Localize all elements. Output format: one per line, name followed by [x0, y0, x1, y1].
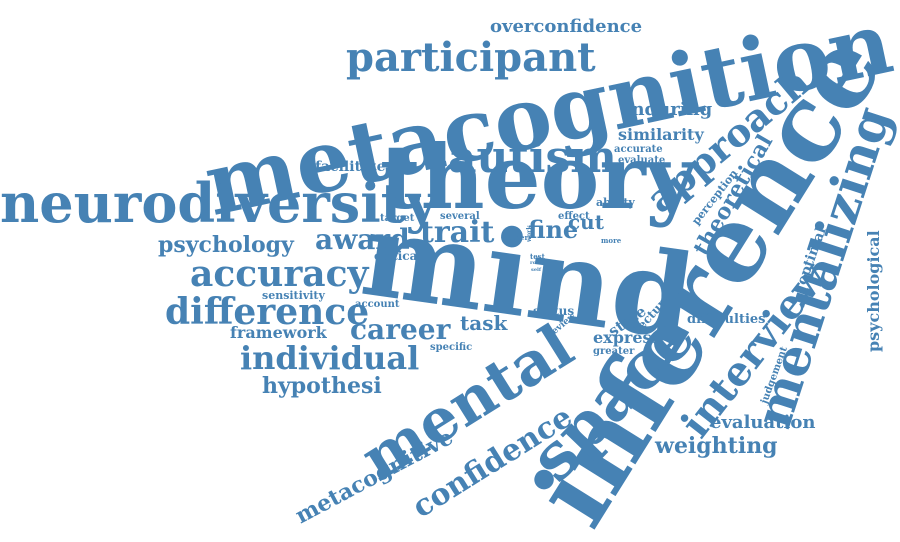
- word-role: role: [530, 260, 542, 266]
- word-account: account: [355, 299, 400, 310]
- word-task: task: [460, 311, 508, 335]
- word-difference: difference: [165, 291, 370, 333]
- word-participant: participant: [346, 34, 596, 81]
- word-effect: effect: [558, 211, 590, 222]
- word-hypothesi: hypothesi: [262, 373, 382, 399]
- word-specific: specific: [430, 342, 473, 353]
- word-accurate: accurate: [614, 144, 663, 155]
- word-cut: cut: [568, 210, 604, 234]
- word-individual: individual: [240, 339, 420, 377]
- word-framework: framework: [230, 323, 327, 342]
- word-other: other: [507, 233, 529, 242]
- word-several: several: [440, 211, 480, 222]
- word-target: target: [380, 213, 415, 224]
- word-ability: ability: [596, 196, 635, 209]
- word-test: test: [530, 252, 545, 261]
- word-facilitate: facilitate: [315, 159, 386, 175]
- word-trait: trait: [420, 215, 495, 250]
- word-accuracy: accuracy: [190, 253, 369, 295]
- word-psychology: psychology: [158, 232, 294, 258]
- word-neurodiversity: neurodiversity: [0, 171, 438, 235]
- word-enduring: enduring: [620, 99, 713, 120]
- word-sensitivity: sensitivity: [262, 289, 325, 302]
- word-weighting: weighting: [655, 433, 778, 459]
- word-self: self: [531, 267, 542, 273]
- word-overconfidence: overconfidence: [490, 16, 643, 37]
- word-evaluation: evaluation: [710, 412, 816, 433]
- word-award: award: [315, 223, 410, 256]
- word-autism: autism: [448, 132, 617, 183]
- word-fine: fine: [528, 215, 579, 244]
- word-critical: critical: [374, 249, 422, 263]
- word-status: status: [533, 304, 575, 318]
- word-greater: greater: [593, 346, 635, 357]
- word-express: express: [593, 328, 661, 347]
- word-similarity: similarity: [618, 125, 704, 144]
- word-psychological: psychological: [864, 230, 883, 352]
- word-evaluate: evaluate: [618, 155, 666, 166]
- word-work: work: [526, 225, 533, 243]
- word-difficulties: difficulties: [687, 312, 766, 327]
- word-more: more: [601, 236, 622, 245]
- word-career: career: [350, 313, 451, 346]
- word-theory: theory: [380, 125, 697, 229]
